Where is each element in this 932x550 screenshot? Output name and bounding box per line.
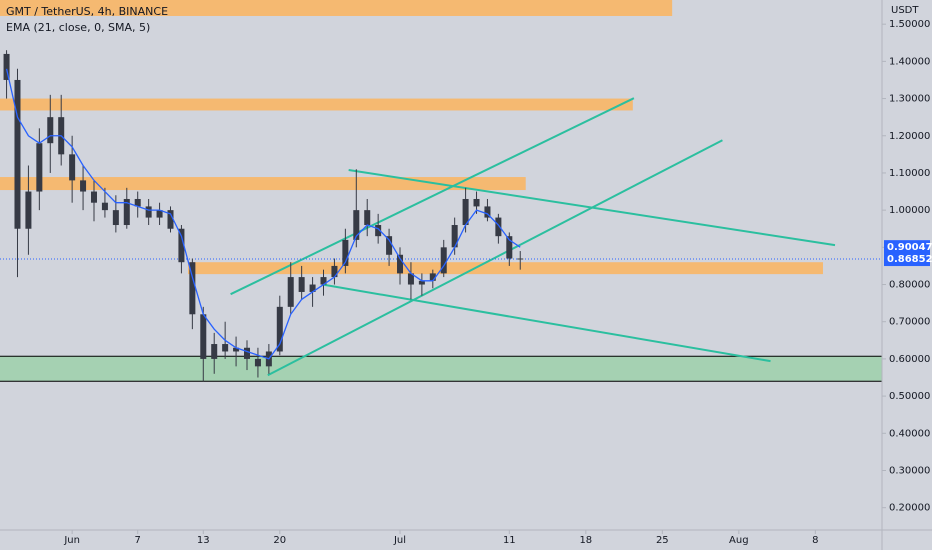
candle-body bbox=[167, 210, 174, 229]
zone bbox=[0, 0, 673, 16]
zone bbox=[0, 98, 633, 111]
candle-body bbox=[451, 225, 458, 248]
x-tick-label: 7 bbox=[135, 535, 141, 546]
y-tick-label: 0.40000 bbox=[889, 428, 930, 439]
candle-body bbox=[123, 198, 130, 226]
candle-body bbox=[418, 280, 425, 285]
zone bbox=[0, 356, 882, 382]
x-tick-label: 25 bbox=[656, 535, 669, 546]
candle-body bbox=[90, 191, 97, 203]
x-tick-label: 8 bbox=[812, 535, 818, 546]
candle-body bbox=[484, 206, 491, 218]
y-tick-label: 0.70000 bbox=[889, 317, 930, 328]
candle-body bbox=[25, 191, 32, 229]
trend-line bbox=[348, 168, 836, 247]
candle-body bbox=[243, 347, 251, 359]
x-tick-label: 20 bbox=[273, 535, 286, 546]
unit-label: USDT bbox=[891, 5, 919, 16]
candle-body bbox=[287, 277, 294, 307]
last-price-label-box bbox=[884, 252, 930, 267]
x-tick-label: 13 bbox=[197, 535, 210, 546]
candle-body bbox=[462, 198, 469, 226]
candle-body bbox=[298, 277, 305, 292]
trend-line bbox=[267, 139, 723, 377]
y-tick-label: 1.00000 bbox=[889, 205, 930, 216]
candle-body bbox=[3, 53, 10, 80]
chart-title: GMT / TetherUS, 4h, BINANCE bbox=[6, 5, 168, 18]
y-tick-label: 1.40000 bbox=[889, 56, 930, 67]
candle-body bbox=[506, 236, 513, 259]
candle-body bbox=[320, 277, 327, 285]
trend-line bbox=[230, 97, 635, 296]
y-tick-label: 0.50000 bbox=[889, 391, 930, 402]
y-tick-label: 0.60000 bbox=[889, 354, 930, 365]
candle-body bbox=[331, 265, 338, 278]
candle-body bbox=[375, 225, 382, 237]
last-price-label: 0.86852 bbox=[887, 254, 932, 265]
candle-body bbox=[189, 262, 196, 315]
candle-body bbox=[276, 306, 283, 352]
x-tick-label: Jul bbox=[393, 535, 406, 546]
candle-body bbox=[429, 273, 436, 281]
zone bbox=[187, 262, 823, 275]
candle-body bbox=[495, 217, 502, 237]
x-tick-label: Aug bbox=[729, 535, 749, 546]
candle-body bbox=[386, 236, 393, 255]
candle-body bbox=[407, 273, 414, 285]
candle-body bbox=[101, 202, 108, 211]
candle-body bbox=[233, 347, 240, 352]
candle-body bbox=[211, 344, 218, 359]
trend-line bbox=[322, 283, 771, 363]
candle-body bbox=[353, 210, 360, 240]
candle-body bbox=[145, 206, 152, 218]
y-tick-label: 1.20000 bbox=[889, 131, 930, 142]
candle-body bbox=[112, 210, 119, 226]
x-tick-label: Jun bbox=[63, 535, 80, 546]
ema-price-label-box bbox=[884, 240, 930, 255]
candle-body bbox=[473, 198, 480, 207]
candle-body bbox=[200, 314, 207, 359]
zone bbox=[0, 177, 526, 191]
candle-body bbox=[440, 247, 447, 274]
x-tick-label: 18 bbox=[579, 535, 592, 546]
y-tick-label: 1.30000 bbox=[889, 94, 930, 105]
candle-body bbox=[156, 210, 163, 218]
candle-body bbox=[47, 117, 54, 144]
candle-body bbox=[517, 258, 524, 260]
x-tick-label: 11 bbox=[503, 535, 516, 546]
candle-body bbox=[364, 210, 371, 226]
candle-body bbox=[134, 198, 141, 207]
candle-body bbox=[309, 284, 316, 292]
y-tick-label: 0.20000 bbox=[889, 503, 930, 514]
candle-body bbox=[397, 254, 404, 274]
candle-body bbox=[36, 143, 43, 192]
candle-body bbox=[254, 358, 261, 367]
y-tick-label: 0.30000 bbox=[889, 465, 930, 476]
candle-body bbox=[222, 344, 229, 352]
candle-body bbox=[14, 79, 21, 229]
y-tick-label: 0.80000 bbox=[889, 280, 930, 291]
plot bbox=[0, 0, 882, 382]
candle-body bbox=[342, 239, 349, 266]
ema-price-label: 0.90047 bbox=[887, 242, 932, 253]
ema-line bbox=[5, 68, 521, 360]
candle-body bbox=[69, 154, 76, 181]
y-tick-label: 1.50000 bbox=[889, 19, 930, 30]
candle-body bbox=[178, 228, 185, 263]
y-tick-label: 1.10000 bbox=[889, 168, 930, 179]
candle-body bbox=[80, 180, 87, 192]
indicator-label: EMA (21, close, 0, SMA, 5) bbox=[6, 21, 150, 34]
